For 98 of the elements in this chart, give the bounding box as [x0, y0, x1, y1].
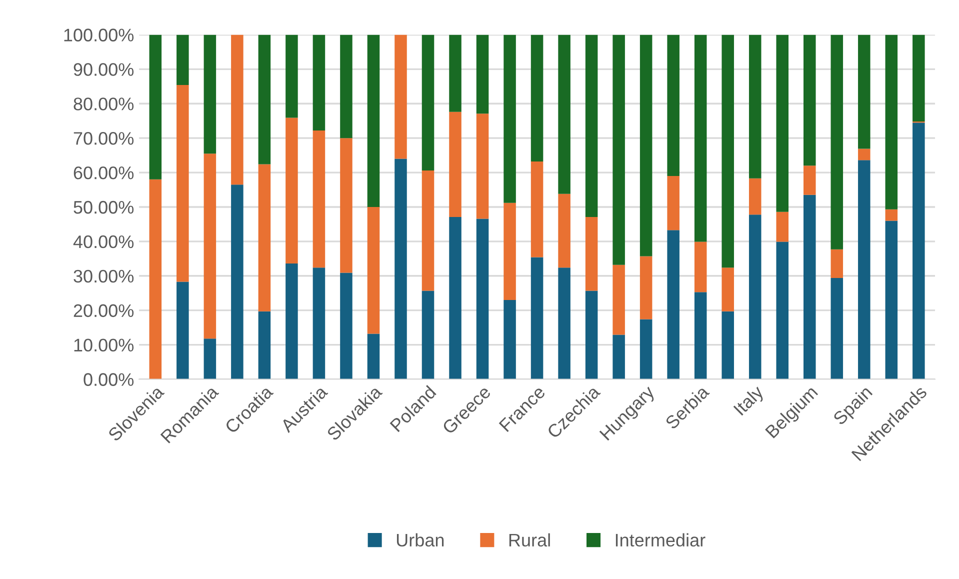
y-tick-label: 40.00%	[73, 235, 134, 248]
bar	[367, 34, 380, 207]
bar	[504, 34, 516, 203]
bar	[176, 282, 189, 380]
y-tick-label: 10.00%	[74, 338, 134, 352]
bar	[694, 34, 707, 242]
bar	[286, 263, 298, 380]
bar	[530, 34, 544, 162]
bar	[504, 300, 516, 380]
bar	[394, 34, 407, 159]
bar	[612, 334, 625, 380]
bar	[830, 278, 844, 380]
bar	[340, 272, 352, 380]
y-tick-label: 80.00%	[74, 98, 134, 110]
bar	[612, 34, 625, 265]
bar	[204, 338, 216, 380]
y-tick-label: 50.00%	[74, 200, 134, 214]
x-tick-label: Italy	[732, 384, 767, 418]
bar	[776, 34, 789, 212]
bar	[530, 257, 544, 380]
bar	[558, 194, 570, 268]
bar	[204, 154, 216, 339]
bar	[667, 34, 680, 176]
bar	[776, 242, 789, 380]
bar	[231, 34, 244, 185]
y-tick-label: 60.00%	[74, 166, 134, 180]
bar	[422, 170, 434, 291]
legend-label: Intermediar	[616, 533, 706, 547]
bar	[776, 212, 789, 242]
bar	[858, 34, 870, 149]
bar	[748, 214, 762, 380]
bar	[367, 334, 380, 380]
bar	[748, 34, 762, 178]
bar	[612, 264, 625, 335]
bar	[422, 290, 434, 380]
bar	[204, 34, 216, 154]
bar	[722, 311, 734, 380]
bar	[585, 290, 598, 380]
bar	[476, 218, 489, 380]
bar	[885, 209, 898, 221]
bar	[912, 122, 925, 380]
bar	[176, 85, 189, 282]
bar	[286, 118, 298, 264]
bar	[640, 34, 652, 256]
bar	[640, 256, 652, 320]
y-tick-label: 70.00%	[74, 132, 134, 145]
bar	[722, 268, 734, 312]
bar	[476, 34, 489, 114]
bar	[258, 34, 271, 164]
legend-label: Rural	[509, 533, 550, 547]
bar	[340, 34, 352, 138]
bar	[830, 34, 844, 250]
bar	[585, 216, 598, 291]
bar	[449, 216, 462, 380]
bar	[231, 184, 244, 380]
bar	[830, 249, 844, 278]
bar	[558, 268, 570, 380]
y-tick-label: 20.00%	[74, 304, 134, 318]
bar	[667, 176, 680, 230]
bar	[504, 202, 516, 300]
bar	[858, 148, 870, 160]
bar	[149, 34, 162, 180]
bar	[722, 34, 734, 268]
bar	[367, 206, 380, 334]
bar	[176, 34, 189, 86]
y-tick-label: 90.00%	[74, 63, 134, 76]
bar	[340, 138, 352, 273]
bar	[667, 230, 680, 380]
bar	[286, 34, 298, 118]
bar	[558, 34, 570, 194]
bar	[804, 194, 816, 380]
y-tick-label: 30.00%	[74, 270, 134, 283]
bar	[694, 242, 707, 292]
bar	[449, 112, 462, 217]
bar	[476, 114, 489, 219]
bar	[640, 319, 652, 380]
bar	[804, 34, 816, 166]
bar	[394, 158, 407, 380]
bar	[312, 34, 326, 131]
bar	[312, 130, 326, 268]
bar	[885, 34, 898, 210]
bar	[804, 166, 816, 195]
bar	[449, 34, 462, 112]
bar	[858, 160, 870, 380]
bar	[312, 268, 326, 380]
bar	[912, 34, 925, 122]
bar	[530, 162, 544, 258]
y-tick-label: 100.00%	[64, 28, 134, 42]
bar	[258, 311, 271, 380]
bar	[694, 292, 707, 380]
bar	[585, 34, 598, 217]
bar	[149, 179, 162, 380]
y-tick-label: 0.00%	[84, 373, 134, 386]
bar	[422, 34, 434, 170]
bar	[258, 164, 271, 312]
bar	[885, 220, 898, 380]
legend-label: Urban	[396, 533, 444, 547]
bar	[748, 178, 762, 215]
